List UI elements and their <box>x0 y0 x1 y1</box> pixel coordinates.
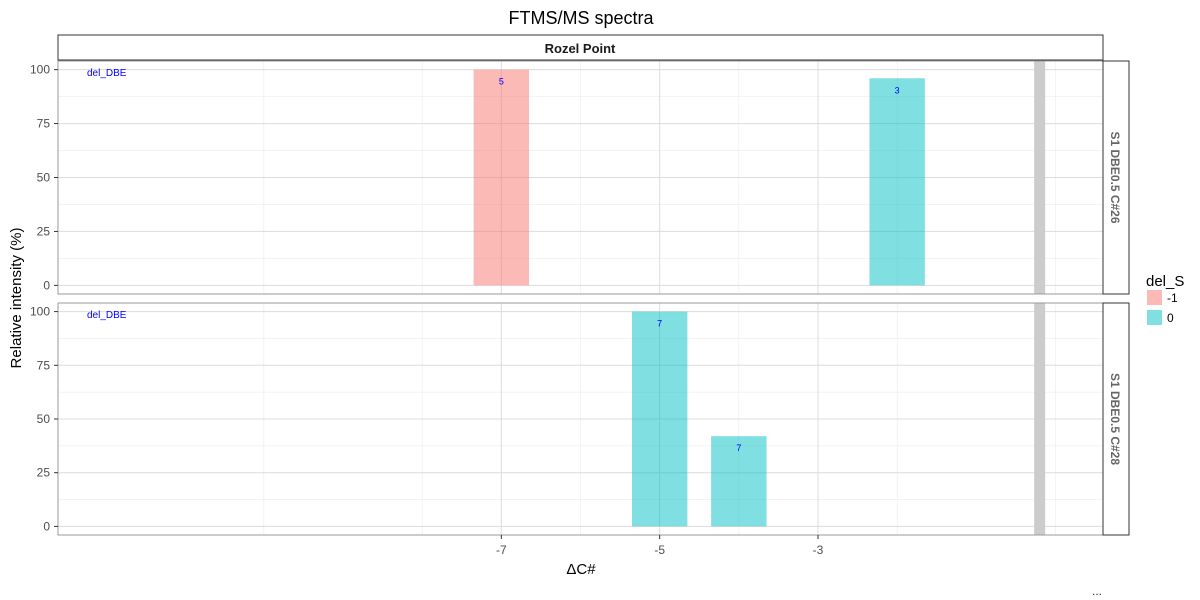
facet-strip-right-label: S1 DBE0.5 C#26 <box>1108 131 1122 223</box>
x-axis: -7 -5 -3 <box>496 535 824 557</box>
legend: del_S -1 0 <box>1146 273 1184 325</box>
y-tick-label: 25 <box>37 466 51 480</box>
panel-corner-label: del_DBE <box>87 68 127 79</box>
x-tick-label: -7 <box>496 543 507 557</box>
legend-entry-label: 0 <box>1167 311 1174 325</box>
y-tick-label: 50 <box>37 412 51 426</box>
facet-strip-label: Rozel Point <box>545 41 616 56</box>
bar <box>631 311 688 527</box>
facet-strip-right <box>1102 302 1130 536</box>
reference-band <box>1034 303 1046 535</box>
legend-key <box>1147 290 1162 305</box>
y-tick-label: 0 <box>43 519 50 533</box>
panel-2: 7 7 del_DBE S1 DBE0.5 C#28 0 25 50 75 100 <box>30 302 1130 536</box>
chart-title: FTMS/MS spectra <box>508 8 654 28</box>
y-tick-label: 75 <box>37 358 51 372</box>
bar-data-label: 5 <box>499 77 504 87</box>
facet-strip-right-label: S1 DBE0.5 C#28 <box>1108 373 1122 465</box>
facet-strip-right <box>1102 60 1130 295</box>
y-tick-label: 25 <box>37 224 51 238</box>
bar-data-label: 3 <box>895 85 900 95</box>
footer-ellipsis: ... <box>1092 584 1102 598</box>
bar <box>869 78 925 286</box>
legend-title: del_S <box>1146 273 1184 290</box>
y-tick-label: 100 <box>30 305 50 319</box>
panel-corner-label: del_DBE <box>87 310 127 321</box>
reference-band <box>1034 61 1046 294</box>
legend-entry-label: -1 <box>1167 291 1178 305</box>
bar <box>711 436 767 527</box>
legend-key <box>1147 310 1162 325</box>
bar-data-label: 7 <box>657 319 662 329</box>
bar-data-label: 7 <box>736 443 741 453</box>
y-axis-title: Relative intensity (%) <box>8 228 25 369</box>
x-tick-label: -3 <box>813 543 824 557</box>
y-tick-label: 50 <box>37 171 51 185</box>
bar <box>473 69 530 286</box>
y-tick-label: 100 <box>30 63 50 77</box>
facet-strip-top <box>57 34 1104 61</box>
x-axis-title: ΔC# <box>566 561 596 578</box>
panels-layer: 5 3 del_DBE S1 DBE0.5 C#26 0 25 50 75 100 7 7 del_D… <box>30 60 1130 536</box>
x-tick-label: -5 <box>654 543 665 557</box>
panel-1: 5 3 del_DBE S1 DBE0.5 C#26 0 25 50 75 100 <box>30 60 1130 295</box>
y-tick-label: 0 <box>43 278 50 292</box>
y-tick-label: 75 <box>37 117 51 131</box>
